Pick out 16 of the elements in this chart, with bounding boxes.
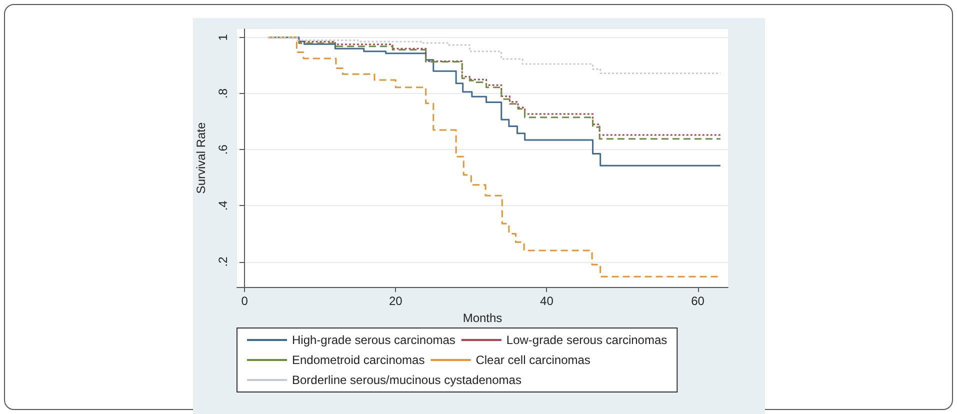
y-tick-label: .2 [216, 256, 230, 267]
legend-label: Low-grade serous carcinomas [506, 333, 668, 347]
y-axis-title: Survival Rate [194, 122, 208, 194]
x-tick-label: 20 [388, 294, 403, 308]
x-axis-title: Months [462, 310, 502, 325]
legend-label: High-grade serous carcinomas [292, 333, 456, 347]
x-tick-label: 0 [241, 294, 248, 308]
y-tick-label: .4 [216, 200, 230, 211]
legend-label: Clear cell carcinomas [476, 353, 590, 367]
x-tick-label: 40 [540, 294, 554, 308]
x-tick-label: 60 [691, 294, 705, 308]
legend-label: Endometroid carcinomas [292, 353, 425, 367]
y-tick-label: 1 [216, 34, 230, 41]
legend-label: Borderline serous/mucinous cystadenomas [292, 373, 522, 387]
y-tick-label: .8 [216, 88, 230, 99]
y-tick-label: .6 [216, 144, 230, 155]
